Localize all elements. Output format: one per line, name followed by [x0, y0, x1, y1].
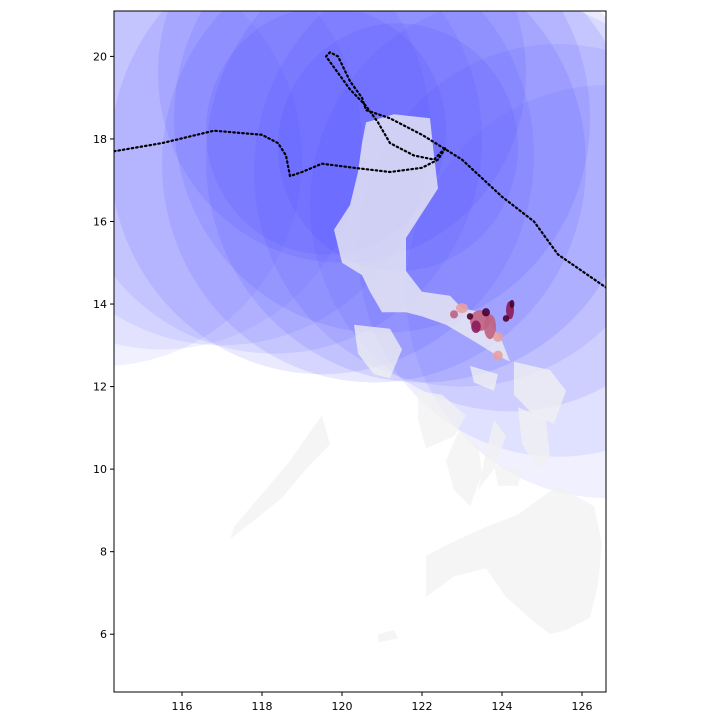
x-tick-label: 118	[252, 700, 273, 713]
land-luzon	[334, 114, 510, 362]
impact-region	[493, 332, 503, 343]
land-palawan	[230, 415, 330, 540]
wind-swath-circle	[114, 11, 362, 350]
y-tick-label: 18	[93, 133, 107, 146]
wind-swath-circle	[158, 11, 526, 263]
land-layer	[230, 114, 602, 643]
storm-track	[114, 51, 606, 289]
y-tick-label: 16	[93, 215, 107, 228]
impact-region	[509, 299, 515, 309]
land-panay	[418, 390, 466, 449]
land-cebu	[478, 419, 506, 490]
y-tick-label: 20	[93, 50, 107, 63]
y-tick-label: 10	[93, 463, 107, 476]
x-axis: 116 118 120 122 124 126	[172, 692, 593, 713]
wind-swath-circle	[114, 11, 534, 375]
x-tick-label: 122	[412, 700, 433, 713]
impact-region	[502, 315, 510, 322]
land-mindoro	[354, 324, 402, 379]
impact-region	[466, 313, 474, 320]
impact-region	[471, 320, 481, 333]
impact-region	[456, 303, 468, 314]
impact-region	[450, 310, 458, 319]
y-tick-label: 14	[93, 298, 107, 311]
land-masbate	[470, 365, 498, 391]
y-tick-label: 8	[100, 546, 107, 559]
land-negros	[446, 432, 482, 507]
impact-region	[484, 314, 496, 340]
impact-region	[493, 350, 503, 361]
wind-swath-circle	[114, 11, 302, 366]
y-tick-label: 12	[93, 381, 107, 394]
land-samar	[514, 361, 566, 424]
impact-layer	[450, 299, 515, 361]
x-tick-label: 120	[332, 700, 353, 713]
impact-region	[482, 308, 490, 317]
plot-frame	[113, 10, 607, 693]
y-tick-label: 6	[100, 628, 107, 641]
land-leyte	[518, 407, 550, 470]
storm-track-layer	[114, 51, 606, 289]
land-bohol	[494, 465, 522, 486]
x-tick-label: 116	[172, 700, 193, 713]
land-sulu	[378, 630, 398, 643]
y-axis: 6 8 10 12 14 16 18 20	[93, 50, 114, 641]
land-mindanao	[426, 485, 602, 635]
x-tick-label: 126	[572, 700, 593, 713]
x-tick-label: 124	[492, 700, 513, 713]
